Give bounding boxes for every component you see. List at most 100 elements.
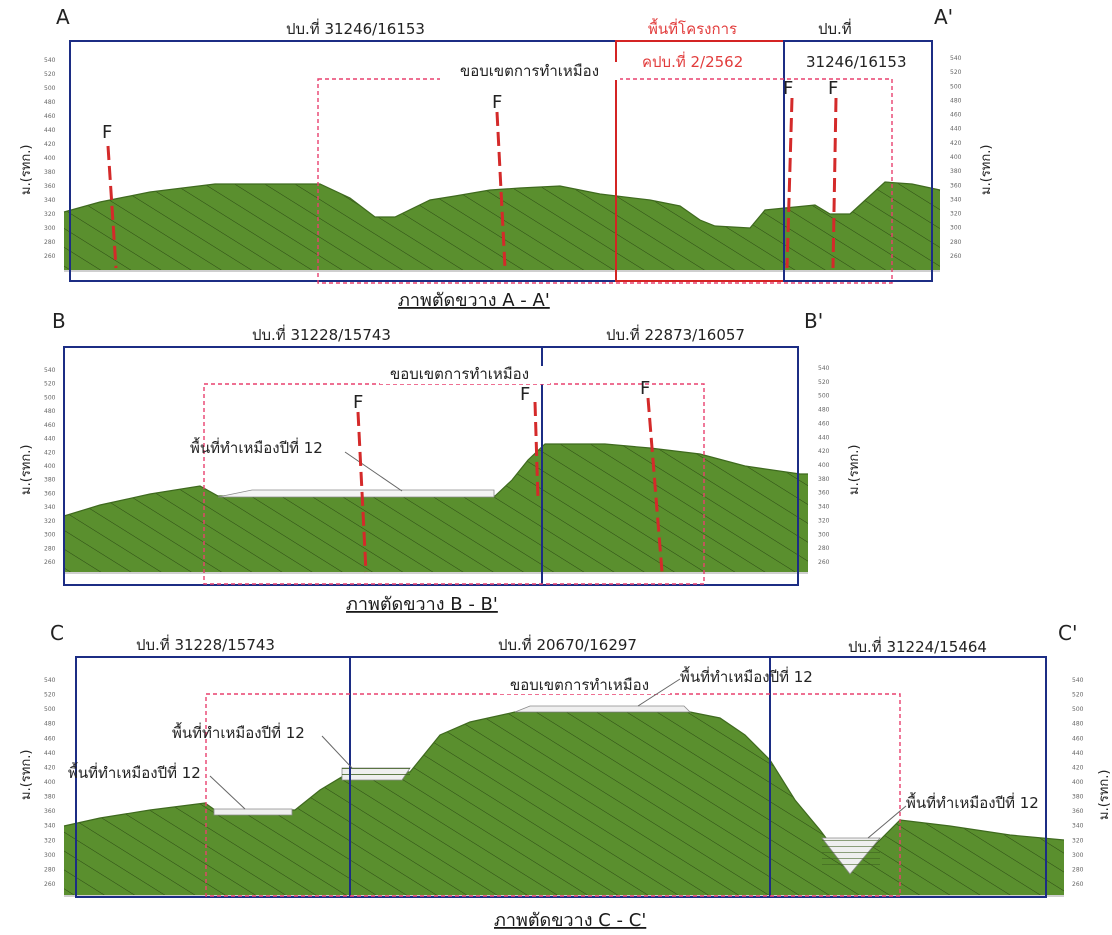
section-c-left-ticks-label: 400	[44, 779, 56, 786]
section-c-mine-label-1: พื้นที่ทำเหมืองปีที่ 12	[68, 762, 201, 782]
section-b-fault-line-2	[533, 401, 540, 501]
section-b-parcel-label-2: ปบ.ที่ 22873/16057	[606, 324, 745, 344]
section-c-right-ticks-label: 540	[1072, 677, 1084, 684]
section-c-mine-label-4: พื้นที่ทำเหมืองปีที่ 12	[906, 792, 1039, 812]
section-a-right-ticks-label: 400	[950, 154, 962, 161]
section-c-right-ticks-label: 300	[1072, 852, 1084, 859]
section-a-left-ticks-label: 440	[44, 127, 56, 134]
section-c-left-ticks-label: 460	[44, 735, 56, 742]
section-a-left-ticks-label: 400	[44, 155, 56, 162]
section-c-left-ticks-label: 360	[44, 808, 56, 815]
section-b-right-ticks-label: 380	[818, 476, 830, 483]
section-a-right-ticks: 540 520 500 480 460 440 420 400 380 360 340 320 300 2…	[950, 55, 962, 260]
section-b-right-ticks-label: 320	[818, 517, 830, 524]
section-b-left-ticks-label: 300	[44, 532, 56, 539]
section-a-fault-line-4	[831, 97, 838, 269]
section-b-axis-unit-left: ม.(รทก.)	[19, 445, 34, 495]
section-c-right-ticks-label: 420	[1072, 764, 1084, 771]
section-c-right-ticks-label: 360	[1072, 808, 1084, 815]
section-a-project-permit: คปบ.ที่ 2/2562	[642, 51, 743, 71]
section-b-right-ticks-label: 520	[818, 379, 830, 386]
section-b-left-ticks-label: 380	[44, 477, 56, 484]
section-c-terrain	[64, 712, 1064, 895]
section-c-mine-leader-4	[867, 805, 907, 839]
section-b-left-ticks-label: 500	[44, 394, 56, 401]
section-b-mine-leader	[344, 451, 403, 492]
section-b-mine-pit	[217, 489, 495, 498]
section-c-mine-leader-1	[209, 775, 246, 810]
section-a-right-ticks-label: 420	[950, 140, 962, 147]
section-b-right-ticks-label: 420	[818, 448, 830, 455]
section-c-mine-leader-3	[637, 678, 681, 707]
section-b-right-ticks-label: 460	[818, 420, 830, 427]
section-b-left-ticks-label: 360	[44, 490, 56, 497]
section-b-left-ticks-label: 540	[44, 367, 56, 374]
section-a-right-ticks-label: 280	[950, 239, 962, 246]
section-c-left-ticks-label: 260	[44, 881, 56, 888]
section-a-right-ticks-label: 480	[950, 97, 962, 104]
section-c-mine-label-3: พื้นที่ทำเหมืองปีที่ 12	[680, 666, 813, 686]
section-c-right-ticks-label: 320	[1072, 837, 1084, 844]
section-a-left-ticks-label: 300	[44, 225, 56, 232]
section-b-axis-unit-right: ม.(รทก.)	[847, 445, 862, 495]
section-b-right-ticks-label: 280	[818, 545, 830, 552]
section-a-fault-label-4: F	[828, 78, 838, 99]
section-c-axis-unit-right: ม.(รทก.)	[1097, 770, 1112, 820]
section-a-caption: ภาพตัดขวาง A - A'	[398, 290, 550, 311]
section-c-left-ticks-label: 520	[44, 692, 56, 699]
section-c-parcel-box-3	[769, 656, 1047, 898]
section-a-project-label: พื้นที่โครงการ	[648, 18, 737, 38]
section-c-right-ticks-label: 380	[1072, 794, 1084, 801]
section-c-right-ticks-label: 500	[1072, 706, 1084, 713]
section-a-right-ticks-label: 260	[950, 253, 962, 260]
section-b-start-label: B	[52, 309, 66, 333]
section-c-right-ticks-label: 400	[1072, 779, 1084, 786]
section-a-right-ticks-label: 320	[950, 211, 962, 218]
section-b-parcel-label-1: ปบ.ที่ 31228/15743	[252, 324, 391, 344]
section-a-left-ticks-label: 340	[44, 197, 56, 204]
section-b-fault-line-1	[356, 411, 368, 573]
section-c-mine-leader-2	[321, 735, 353, 769]
section-c-left-ticks-label: 300	[44, 852, 56, 859]
section-b-right-ticks-label: 480	[818, 407, 830, 414]
section-a: A A' ขอบเขตการทำเหมือง ปบ.ที่ 31246/1615…	[19, 5, 994, 311]
section-c-mine-pit-3	[514, 705, 691, 713]
section-b-left-ticks-label: 340	[44, 504, 56, 511]
section-b-left-ticks-label: 400	[44, 463, 56, 470]
section-a-left-ticks-label: 260	[44, 253, 56, 260]
section-b-fault-line-3	[646, 397, 664, 573]
section-a-left-ticks: 540 520 500 480 460 440 420 400 380 360 340 320 300 2…	[44, 57, 56, 260]
section-c-left-ticks-label: 420	[44, 764, 56, 771]
section-a-parcel-box-2	[783, 40, 933, 282]
section-a-end-label: A'	[934, 5, 953, 29]
section-a-left-ticks-label: 480	[44, 99, 56, 106]
section-a-left-ticks-label: 540	[44, 57, 56, 64]
section-a-right-ticks-label: 440	[950, 126, 962, 133]
section-a-terrain	[64, 182, 940, 270]
section-a-parcel-label-1: ปบ.ที่ 31246/16153	[286, 18, 425, 38]
section-c-left-ticks-label: 380	[44, 794, 56, 801]
section-a-fault-line-3	[785, 97, 794, 269]
section-c-right-ticks-label: 480	[1072, 721, 1084, 728]
section-b-left-ticks-label: 460	[44, 422, 56, 429]
section-b-left-ticks-label: 260	[44, 559, 56, 566]
section-b-left-ticks: 540 520 500 480 460 440 420 400 380 360 340 320 300 2…	[44, 367, 56, 566]
section-c-parcel-label-3: ปบ.ที่ 31224/15464	[848, 636, 987, 656]
section-c-left-ticks-label: 480	[44, 721, 56, 728]
section-c: C C' ขอบเขตการทำเหมือง ปบ.ที่ 31228/1574…	[19, 621, 1112, 931]
section-a-left-ticks-label: 280	[44, 239, 56, 246]
section-a-right-ticks-label: 300	[950, 225, 962, 232]
section-b-fault-label-2: F	[520, 384, 530, 405]
section-a-fault-line-2	[495, 111, 507, 269]
section-a-left-ticks-label: 360	[44, 183, 56, 190]
section-c-parcel-label-2: ปบ.ที่ 20670/16297	[498, 634, 637, 654]
section-c-right-ticks-label: 280	[1072, 866, 1084, 873]
section-b-right-ticks-label: 300	[818, 531, 830, 538]
section-b-fault-label-3: F	[640, 378, 650, 399]
section-b-left-ticks-label: 280	[44, 545, 56, 552]
section-c-axis-unit-left: ม.(รทก.)	[19, 750, 34, 800]
section-a-right-ticks-label: 500	[950, 83, 962, 90]
section-b-left-ticks-label: 520	[44, 381, 56, 388]
section-b-right-ticks-label: 340	[818, 504, 830, 511]
